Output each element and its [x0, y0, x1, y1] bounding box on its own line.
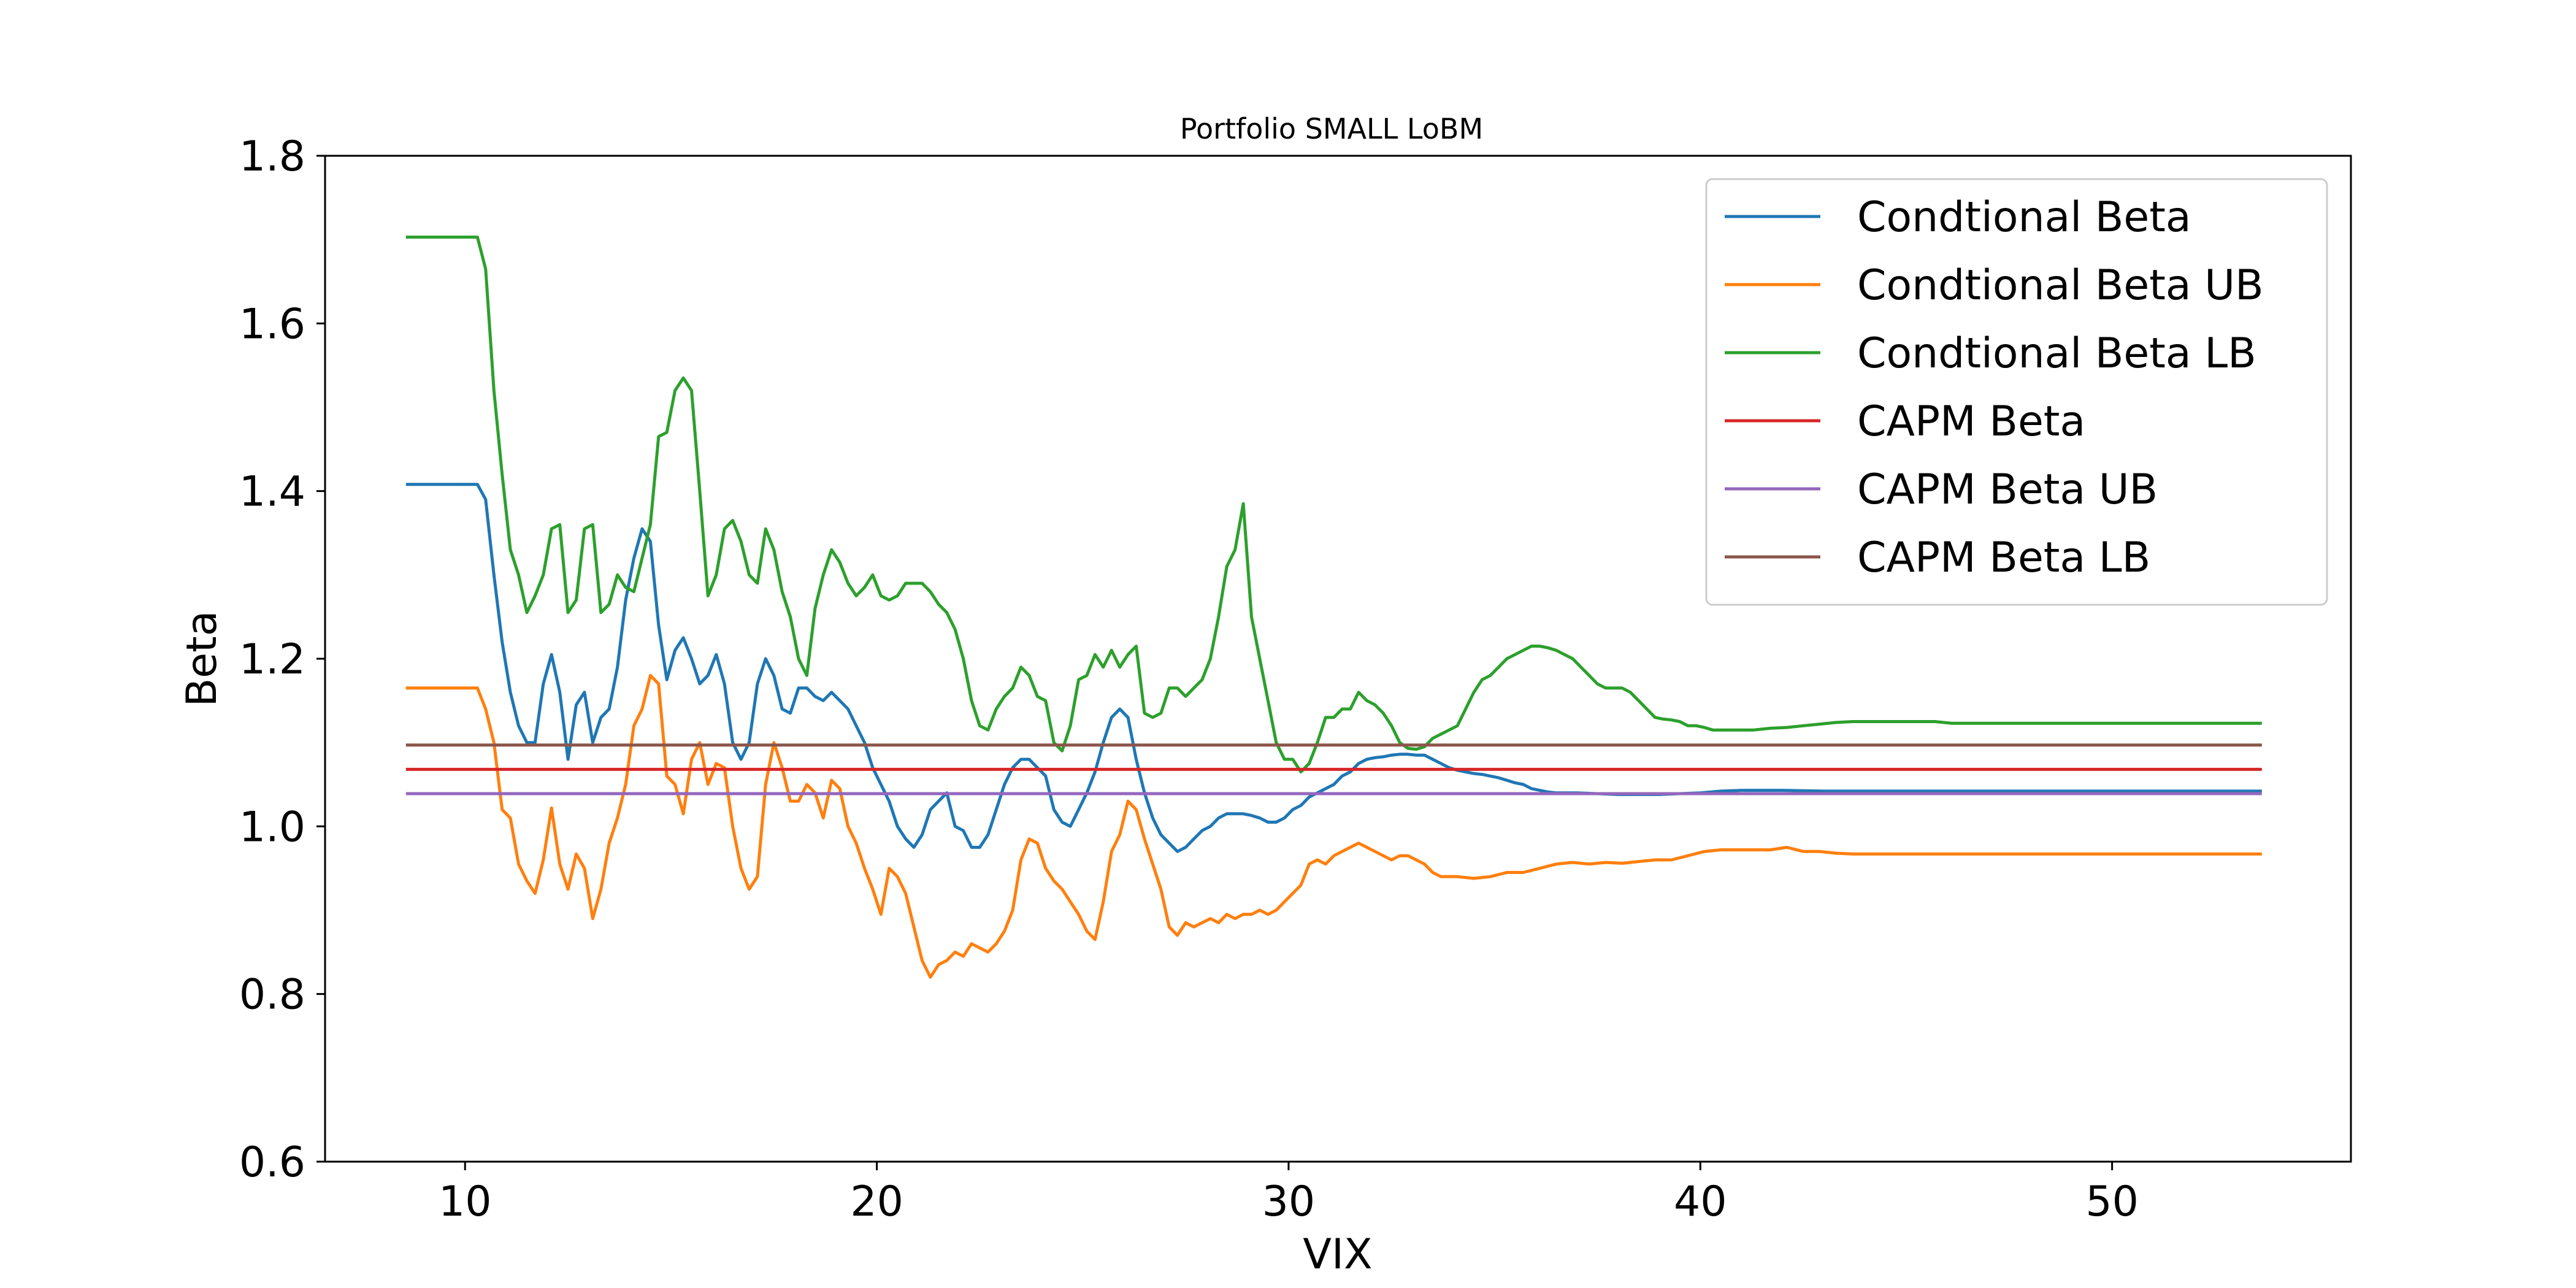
- x-tick-label: 10: [439, 1178, 492, 1226]
- x-tick-label: 30: [1262, 1178, 1316, 1226]
- y-tick-label: 1.6: [239, 300, 305, 348]
- series-line-0: [405, 483, 2262, 853]
- legend-label-0: Condtional Beta: [1857, 193, 2191, 242]
- y-tick-label: 0.8: [239, 971, 305, 1019]
- y-axis: 0.6 0.8 1.0 1.2 1.4 1.6 1.8: [239, 132, 325, 1187]
- series-layer: [405, 236, 2262, 979]
- legend: Condtional Beta Condtional Beta UB Condtio…: [1705, 178, 2328, 606]
- chart-title: Portfolio SMALL LoBM: [1180, 112, 1483, 145]
- y-tick-label: 1.0: [239, 803, 305, 851]
- x-axis-label: VIX: [1303, 1230, 1372, 1279]
- y-axis-label: Beta: [178, 611, 226, 707]
- legend-label-3: CAPM Beta: [1857, 397, 2085, 446]
- y-tick-label: 0.6: [239, 1138, 305, 1187]
- legend-frame: [1705, 178, 2328, 606]
- legend-label-4: CAPM Beta UB: [1857, 466, 2158, 514]
- y-tick-label: 1.8: [239, 132, 305, 181]
- x-axis: 10 20 30 40 50: [439, 1162, 2139, 1226]
- legend-label-5: CAPM Beta LB: [1857, 534, 2150, 582]
- x-tick-label: 50: [2085, 1178, 2139, 1226]
- y-tick-label: 1.2: [239, 635, 305, 684]
- x-tick-label: 40: [1674, 1178, 1727, 1226]
- series-line-2: [405, 236, 2262, 773]
- x-tick-label: 20: [850, 1178, 903, 1226]
- series-line-1: [405, 673, 2262, 979]
- y-tick-label: 1.4: [239, 468, 305, 516]
- legend-label-2: Condtional Beta LB: [1857, 329, 2256, 378]
- legend-label-1: Condtional Beta UB: [1857, 261, 2264, 310]
